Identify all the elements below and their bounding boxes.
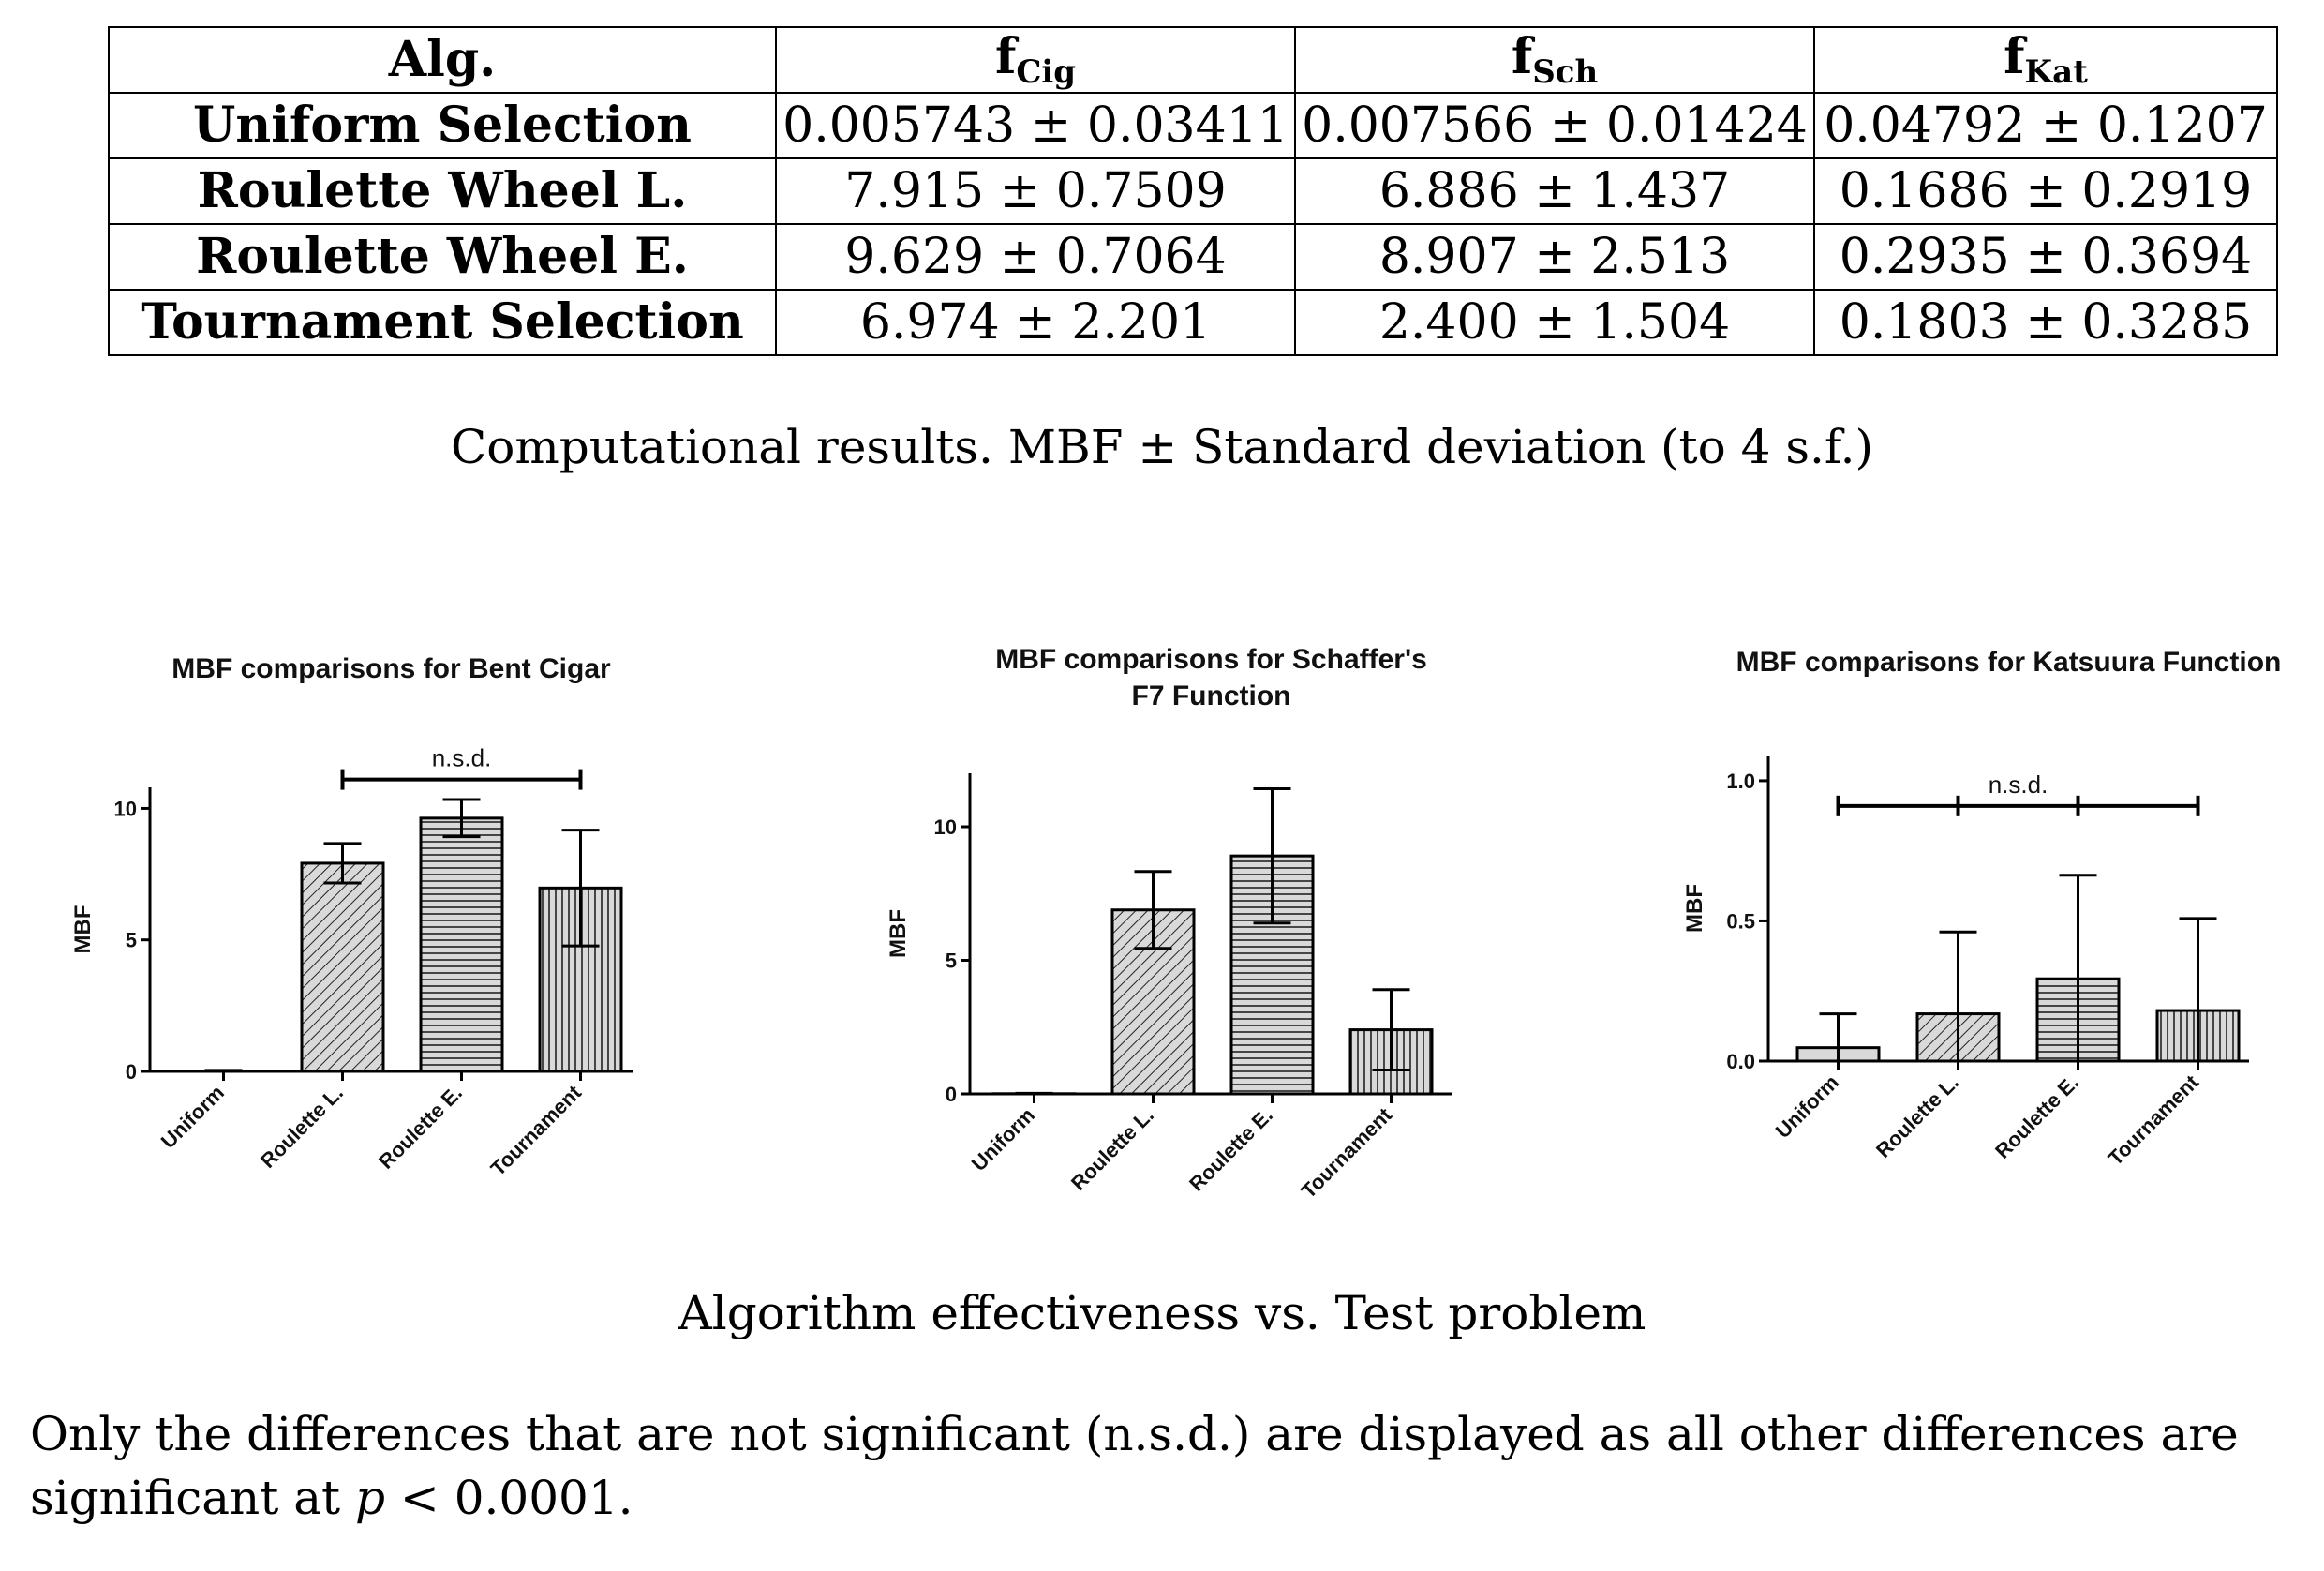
chart-title: F7 Function [1132,681,1291,711]
y-tick-label: 10 [114,797,137,820]
y-tick-label: 0.5 [1726,909,1755,933]
header-f-sch: fSch [1294,26,1815,94]
schaffer-f7-chart: MBF comparisons for Schaffer's F7 Functio… [886,644,1452,1203]
x-tick-label: Uniform [1771,1070,1843,1143]
table-row: Roulette Wheel E. 9.629 ± 0.7064 8.907 ±… [108,223,2278,291]
x-tick-label: Tournament [2104,1070,2204,1170]
y-tick-label: 0 [946,1083,957,1106]
header-algorithm: Alg. [108,26,777,94]
x-tick-label: Roulette E. [1184,1103,1277,1196]
x-tick-label: Roulette L. [1066,1103,1158,1195]
table-row: Tournament Selection 6.974 ± 2.201 2.400… [108,289,2278,356]
footnote-threshold: < 0.0001. [385,1471,633,1525]
x-tick-label: Roulette L. [1871,1070,1963,1162]
katsuura-chart: MBF comparisons for Katsuura Function 0.0… [1682,647,2282,1170]
x-tick-label: Roulette E. [374,1081,467,1174]
header-f-kat: fKat [1813,26,2278,94]
x-tick-label: Tournament [1297,1102,1397,1203]
x-tick-label: Uniform [156,1081,229,1153]
table-cell: 0.005743 ± 0.03411 [775,92,1296,159]
y-axis-label: MBF [1682,884,1707,933]
footnote: Only the differences that are not signif… [30,1402,2298,1530]
x-tick-label: Tournament [486,1080,587,1180]
bar [300,861,385,1073]
y-tick-label: 10 [934,815,957,839]
table-cell: 0.1686 ± 0.2919 [1813,157,2278,225]
p-variable: p [355,1471,386,1525]
bent-cigar-chart: MBF comparisons for Bent Cigar 0 5 10 MBF Uni… [70,653,633,1180]
nsd-label: n.s.d. [1989,771,2048,799]
table-header-row: Alg. fCig fSch fKat [108,26,2278,94]
table-cell: 0.2935 ± 0.3694 [1813,223,2278,291]
table-cell: 6.886 ± 1.437 [1294,157,1815,225]
x-tick-label: Roulette L. [256,1081,348,1173]
y-tick-label: 1.0 [1726,770,1755,793]
table-cell: 2.400 ± 1.504 [1294,289,1815,356]
row-label: Roulette Wheel L. [108,157,777,225]
footnote-text: Only the differences that are not signif… [30,1407,2239,1525]
header-f-cig: fCig [775,26,1296,94]
table-cell: 0.04792 ± 0.1207 [1813,92,2278,159]
table-cell: 8.907 ± 2.513 [1294,223,1815,291]
y-tick-label: 5 [946,950,957,973]
chart-title: MBF comparisons for Schaffer's [995,644,1427,675]
row-label: Uniform Selection [108,92,777,159]
table-cell: 0.1803 ± 0.3285 [1813,289,2278,356]
row-label: Roulette Wheel E. [108,223,777,291]
x-tick-label: Roulette E. [1990,1070,2083,1163]
y-tick-label: 5 [126,929,137,952]
y-axis-label: MBF [886,909,911,958]
x-tick-label: Uniform [967,1103,1039,1175]
table-caption: Computational results. MBF ± Standard de… [450,420,1874,474]
figure-caption: Algorithm effectiveness vs. Test problem [678,1286,1646,1340]
bar [419,816,504,1073]
y-axis-label: MBF [70,905,96,954]
chart-title: MBF comparisons for Bent Cigar [171,653,611,684]
table-row: Uniform Selection 0.005743 ± 0.03411 0.0… [108,92,2278,159]
table-row: Roulette Wheel L. 7.915 ± 0.7509 6.886 ±… [108,157,2278,225]
nsd-label: n.s.d. [432,744,492,772]
table-cell: 9.629 ± 0.7064 [775,223,1296,291]
y-tick-label: 0.0 [1726,1050,1755,1073]
table-cell: 0.007566 ± 0.01424 [1294,92,1815,159]
chart-title: MBF comparisons for Katsuura Function [1736,647,2282,678]
y-tick-label: 0 [126,1060,137,1084]
table-cell: 7.915 ± 0.7509 [775,157,1296,225]
table-cell: 6.974 ± 2.201 [775,289,1296,356]
results-table: Alg. fCig fSch fKat Uniform Selection 0.… [108,26,2278,356]
row-label: Tournament Selection [108,289,777,356]
